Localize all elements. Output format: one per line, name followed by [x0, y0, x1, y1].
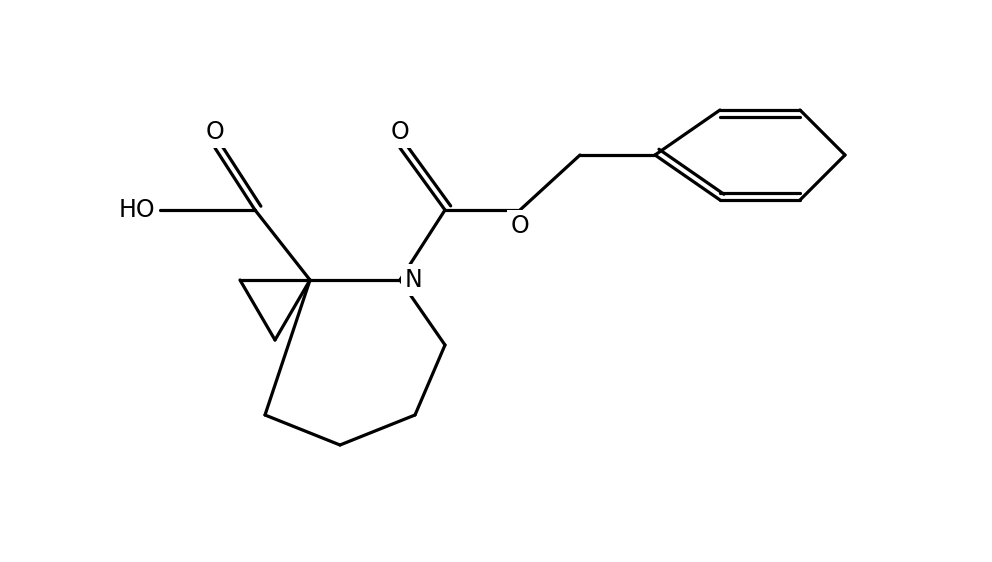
Text: O: O — [205, 120, 224, 144]
Text: O: O — [391, 120, 410, 144]
Text: N: N — [405, 268, 423, 292]
Text: O: O — [511, 214, 530, 238]
Text: HO: HO — [118, 198, 155, 222]
